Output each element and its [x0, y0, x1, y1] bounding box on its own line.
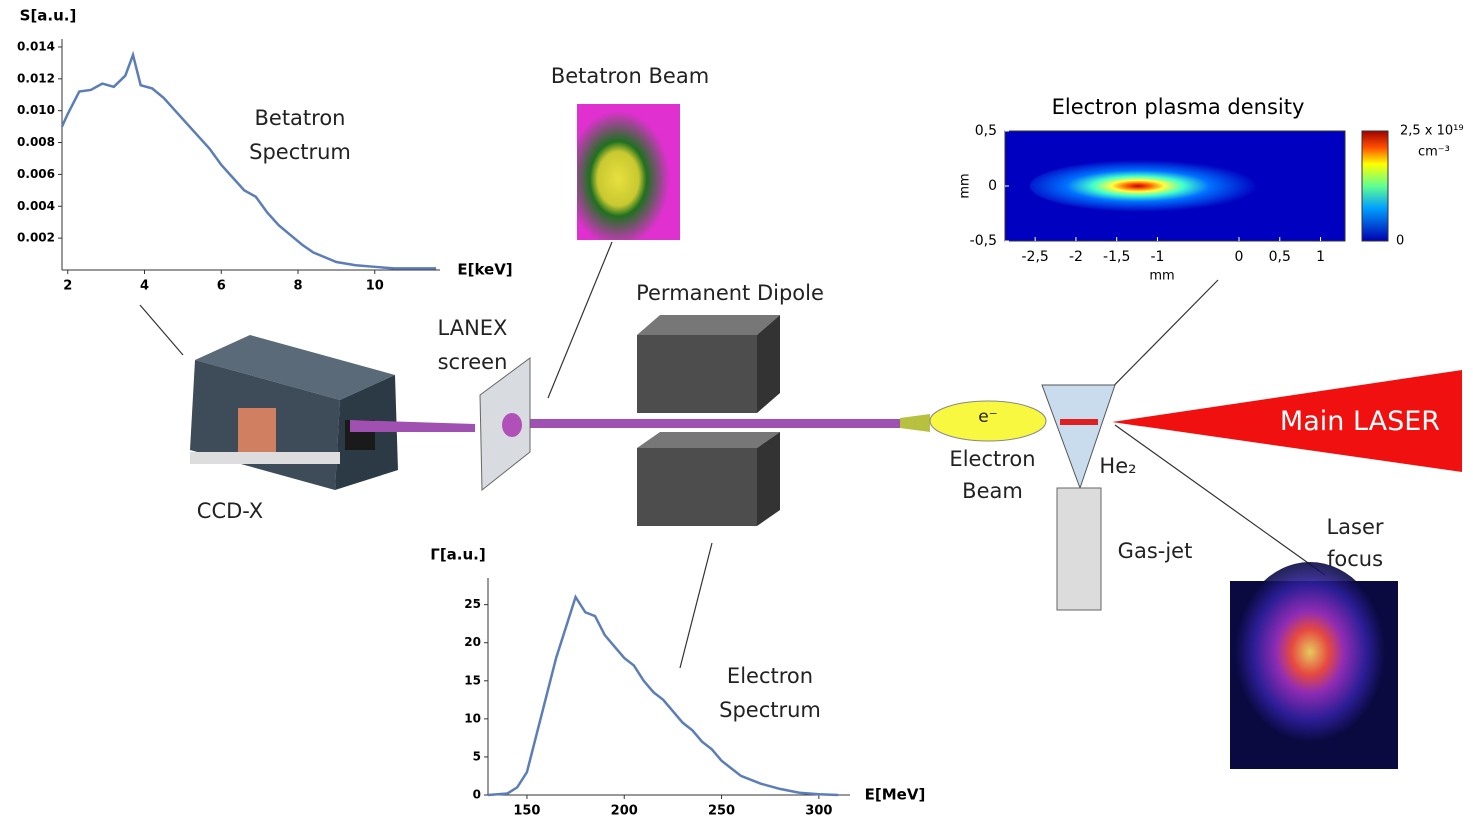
gas-jet [1057, 488, 1101, 610]
ccd-camera [190, 335, 398, 490]
y-tick-label: 0,5 [975, 123, 997, 139]
y-tick-label: 0.010 [17, 103, 55, 117]
x-tick-label: 200 [611, 804, 638, 819]
x-tick-label: -2,5 [1022, 249, 1049, 265]
y-tick-label: 25 [464, 597, 481, 611]
y-tick-label: 0 [473, 788, 481, 802]
x-axis-label: E[keV] [457, 261, 512, 279]
label: He₂ [1088, 450, 1148, 484]
x-tick-label: -1 [1150, 249, 1164, 265]
label: Electron Beam [935, 444, 1050, 507]
y-tick-label: 0.002 [17, 231, 55, 245]
betatron-beam-spot [577, 104, 680, 240]
x-tick-label: 150 [513, 804, 540, 819]
colorbar-min: 0 [1396, 234, 1404, 249]
y-tick-label: 0.008 [17, 135, 55, 149]
x-tick-label: 300 [805, 804, 832, 819]
x-ray-beam [350, 420, 475, 432]
y-tick-label: 0 [988, 178, 997, 194]
y-tick-label: 0.012 [17, 71, 55, 85]
x-tick-label: 2 [63, 279, 72, 294]
label: Betatron Beam [530, 60, 730, 94]
y-tick-label: 20 [464, 635, 481, 649]
y-tick-label: 0.014 [17, 39, 55, 53]
beam-spot [502, 413, 522, 437]
page: 2,5 x 10¹⁹ cm⁻³ 0 Electron plasma densit… [0, 0, 1473, 821]
x-tick-label: 250 [708, 804, 735, 819]
colorbar [1362, 131, 1388, 241]
colorbar-max: 2,5 x 10¹⁹ [1400, 124, 1464, 139]
y-axis-label: S[a.u.] [20, 7, 77, 25]
density-y-label: mm [958, 173, 973, 198]
x-tick-label: -1,5 [1103, 249, 1130, 265]
y-tick-label: 15 [464, 673, 481, 687]
x-tick-label: -2 [1069, 249, 1083, 265]
chart-title: Electron Spectrum [700, 660, 840, 727]
y-tick-label: 0.006 [17, 167, 55, 181]
y-tick-label: 0.004 [17, 199, 55, 213]
x-tick-label: 0 [1235, 249, 1244, 265]
y-tick-label: 10 [464, 711, 481, 725]
electron-beam-line [530, 419, 900, 428]
label: Gas-jet [1105, 535, 1205, 569]
x-tick-label: 8 [293, 279, 302, 294]
colorbar-unit: cm⁻³ [1418, 145, 1450, 160]
x-axis-label: E[MeV] [865, 786, 926, 804]
density-peak [1030, 160, 1270, 212]
label: e⁻ [968, 404, 1008, 431]
laser-spot [1060, 419, 1098, 425]
laser-focus-spot [1235, 562, 1385, 742]
x-tick-label: 4 [140, 279, 149, 294]
y-tick-label: -0,5 [970, 233, 997, 249]
x-tick-label: 6 [217, 279, 226, 294]
chart-title: Betatron Spectrum [235, 102, 365, 169]
label: CCD-X [180, 495, 280, 529]
y-axis-label: Γ[a.u.] [430, 546, 485, 564]
label: Permanent Dipole [615, 277, 845, 311]
x-tick-label: 1 [1316, 249, 1325, 265]
label: Laser focus [1310, 512, 1400, 575]
y-tick-label: 5 [473, 749, 481, 763]
arrow [900, 414, 930, 432]
x-tick-label: 10 [366, 279, 384, 294]
label: Main LASER [1260, 400, 1460, 443]
density-title: Electron plasma density [1052, 95, 1305, 119]
label: LANEX screen [425, 312, 520, 379]
x-tick-label: 0,5 [1269, 249, 1291, 265]
density-x-label: mm [1149, 269, 1174, 284]
